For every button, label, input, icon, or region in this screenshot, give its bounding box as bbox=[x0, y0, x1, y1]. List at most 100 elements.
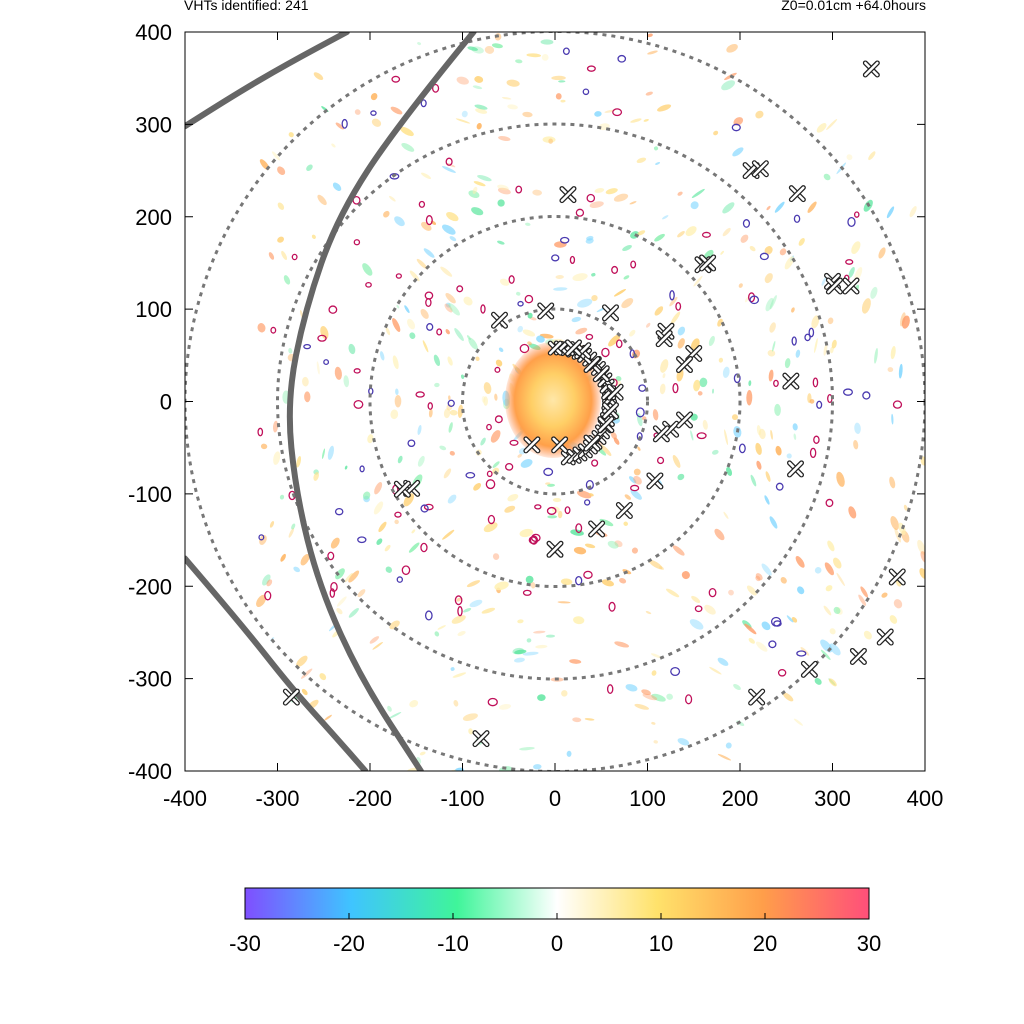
field-blob bbox=[306, 164, 313, 171]
field-blob bbox=[920, 551, 925, 563]
field-blob bbox=[586, 16, 600, 24]
field-blob bbox=[442, 529, 455, 540]
field-blob bbox=[557, 510, 563, 519]
field-blob bbox=[273, 451, 281, 465]
y-tick-label: 400 bbox=[135, 20, 172, 45]
field-blob bbox=[495, 359, 503, 367]
field-blob bbox=[407, 318, 416, 330]
contour-ring bbox=[608, 601, 616, 612]
field-blob bbox=[457, 404, 464, 418]
field-blob bbox=[512, 647, 525, 655]
field-blob bbox=[693, 275, 703, 287]
field-blobs bbox=[256, 16, 943, 771]
field-blob bbox=[466, 580, 481, 588]
field-blob bbox=[677, 338, 685, 349]
colorbar: -30 -20 -10 0 10 20 30 bbox=[229, 887, 881, 956]
field-blob bbox=[890, 515, 899, 531]
field-blob bbox=[471, 207, 484, 216]
field-blob bbox=[449, 409, 458, 416]
field-blob bbox=[537, 694, 546, 701]
field-blob bbox=[430, 220, 437, 225]
field-blob bbox=[594, 188, 605, 193]
field-blob bbox=[527, 341, 532, 346]
field-blob bbox=[755, 110, 764, 119]
field-blob bbox=[887, 367, 894, 373]
y-tick-label: 300 bbox=[135, 112, 172, 137]
x-tick-label: 400 bbox=[907, 786, 944, 811]
y-tick-label: 0 bbox=[160, 390, 172, 415]
field-blob bbox=[525, 222, 531, 226]
field-blob bbox=[300, 554, 310, 566]
field-blob bbox=[262, 574, 271, 586]
field-blob bbox=[409, 270, 420, 282]
field-blob bbox=[851, 241, 861, 255]
field-blob bbox=[388, 712, 402, 719]
vht-marker bbox=[551, 436, 569, 454]
field-blob bbox=[827, 317, 834, 325]
field-blob bbox=[316, 361, 320, 375]
field-blob bbox=[277, 166, 286, 176]
field-blob bbox=[814, 677, 822, 685]
contour-ring bbox=[424, 610, 433, 621]
field-blob bbox=[901, 315, 910, 329]
contour-ring bbox=[291, 253, 298, 261]
field-blob bbox=[722, 202, 735, 214]
field-blob bbox=[446, 212, 459, 222]
contour-ring bbox=[606, 684, 614, 694]
field-blob bbox=[677, 738, 690, 746]
field-blob bbox=[480, 437, 486, 446]
colorbar-tick-label: 0 bbox=[551, 931, 563, 956]
contour-ring bbox=[808, 327, 815, 338]
field-blob bbox=[492, 553, 500, 560]
field-blob bbox=[417, 42, 422, 46]
field-blob bbox=[584, 543, 596, 549]
field-blob bbox=[831, 339, 837, 349]
contour-ring bbox=[396, 576, 404, 583]
contour-ring bbox=[804, 333, 811, 342]
field-blob bbox=[507, 493, 519, 502]
field-blob bbox=[691, 188, 705, 199]
field-blob bbox=[327, 445, 334, 460]
field-blob bbox=[520, 459, 533, 468]
vht-marker bbox=[849, 647, 867, 665]
field-blob bbox=[745, 297, 749, 303]
field-blob bbox=[545, 482, 551, 485]
contour-ring bbox=[457, 606, 463, 617]
field-blob bbox=[332, 182, 342, 192]
field-blob bbox=[642, 693, 658, 701]
field-blob bbox=[266, 579, 273, 587]
contour-ring bbox=[793, 214, 801, 223]
field-blob bbox=[833, 557, 842, 569]
field-blob bbox=[795, 555, 805, 568]
contour-ring bbox=[569, 255, 576, 265]
field-blob bbox=[824, 562, 834, 576]
field-blob bbox=[672, 545, 685, 556]
field-blob bbox=[769, 322, 776, 333]
field-blob bbox=[313, 72, 324, 81]
field-blob bbox=[780, 577, 787, 584]
field-blob bbox=[477, 175, 492, 182]
contour-ring bbox=[445, 157, 453, 166]
contour-ring bbox=[560, 236, 570, 244]
field-blob bbox=[659, 566, 665, 571]
field-blob bbox=[619, 578, 627, 584]
field-blob bbox=[662, 215, 669, 220]
field-blob bbox=[291, 523, 296, 530]
vht-marker bbox=[751, 160, 769, 178]
field-blob bbox=[519, 528, 534, 538]
contour-ring bbox=[509, 439, 519, 446]
field-blob bbox=[613, 289, 627, 297]
contour-ring bbox=[759, 252, 769, 261]
field-blob bbox=[938, 503, 943, 512]
field-blob bbox=[374, 481, 383, 495]
field-blob bbox=[452, 672, 467, 678]
field-blob bbox=[283, 275, 291, 285]
field-blob bbox=[641, 689, 652, 696]
field-blob bbox=[302, 376, 309, 387]
field-blob bbox=[423, 248, 435, 258]
field-blob bbox=[718, 357, 724, 363]
field-blob bbox=[434, 382, 440, 388]
contour-ring bbox=[368, 387, 374, 395]
track-outer-left bbox=[185, 32, 350, 130]
field-blob bbox=[417, 424, 422, 435]
